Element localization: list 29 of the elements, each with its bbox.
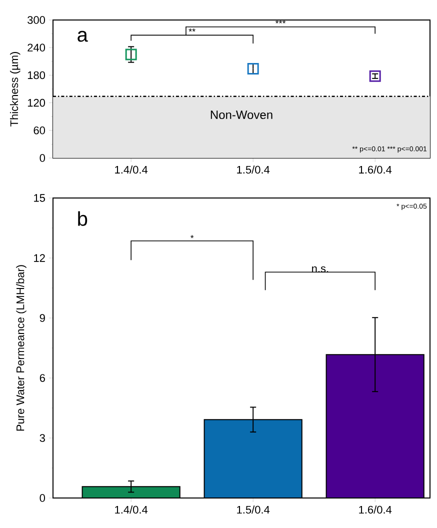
- x-tick-label: 1.4/0.4: [115, 166, 148, 174]
- y-axis-title: Thickness (µm): [10, 52, 20, 126]
- y-tick-label: 15: [34, 194, 45, 202]
- y-tick-label: 9: [40, 314, 45, 322]
- annotation: b: [78, 211, 88, 226]
- x-tick-label: 1.4/0.4: [115, 506, 148, 514]
- y-tick-label: 3: [40, 434, 45, 442]
- y-tick-label: 300: [28, 16, 46, 24]
- y-tick-label: 6: [40, 374, 45, 382]
- y-tick-label: 0: [40, 494, 46, 502]
- x-tick-label: 1.6/0.4: [359, 166, 392, 174]
- annotation: a: [78, 30, 88, 42]
- y-tick-label: 0: [40, 154, 46, 162]
- x-tick-label: 1.5/0.4: [237, 166, 270, 174]
- point: [369, 70, 381, 82]
- y-axis-title: Pure Water Permeance (LMH/bar): [16, 265, 26, 431]
- annotation: **: [188, 28, 196, 32]
- y-tick-label: 180: [28, 71, 46, 80]
- x-tick-label: 1.5/0.4: [237, 506, 270, 514]
- y-tick-label: 60: [34, 126, 46, 134]
- annotation: *: [190, 235, 194, 238]
- y-tick-label: 120: [28, 98, 46, 107]
- annotation: ***: [275, 20, 286, 24]
- y-tick-label: 240: [28, 44, 46, 52]
- point: [247, 63, 259, 75]
- x-tick-label: 1.6/0.4: [359, 506, 392, 514]
- point: [125, 48, 137, 60]
- band-label: Non-Woven: [210, 110, 272, 120]
- y-tick-label: 12: [34, 254, 45, 262]
